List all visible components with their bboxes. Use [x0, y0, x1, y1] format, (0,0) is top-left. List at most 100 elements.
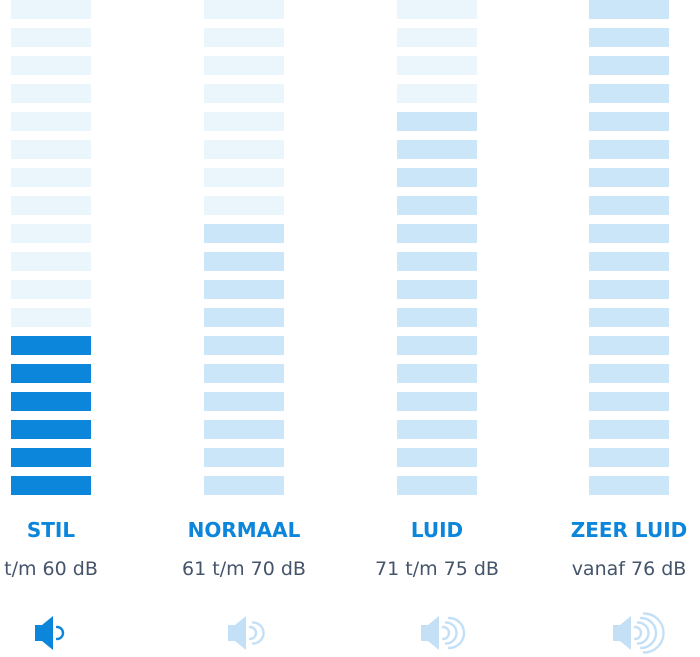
meter-bar	[204, 56, 284, 75]
sound-wave	[639, 616, 658, 650]
meter-bar	[589, 28, 669, 47]
speaker-body	[613, 616, 631, 650]
meter-bar	[11, 476, 91, 495]
level-range: t/m 60 dB	[4, 558, 98, 580]
meter-bar	[11, 308, 91, 327]
level-column: ZEER LUID vanaf 76 dB	[571, 0, 688, 654]
meter-bar	[397, 308, 477, 327]
speaker-icon	[228, 616, 265, 650]
meter-bar	[11, 392, 91, 411]
meter-bar	[11, 140, 91, 159]
meter-bar	[204, 28, 284, 47]
meter-bar	[11, 224, 91, 243]
meter-bar	[204, 280, 284, 299]
meter-bar	[589, 140, 669, 159]
speaker-icon	[35, 616, 65, 650]
level-range: 61 t/m 70 dB	[182, 558, 306, 580]
meter-bar	[11, 28, 91, 47]
meter-bar	[204, 0, 284, 19]
meter-bar	[589, 0, 669, 19]
meter-bar	[11, 280, 91, 299]
meter-bar	[11, 252, 91, 271]
meter-bar	[589, 56, 669, 75]
sound-wave	[55, 625, 65, 641]
sound-wave	[444, 621, 458, 645]
meter-bar	[11, 196, 91, 215]
level-column: STIL t/m 60 dB	[4, 0, 98, 650]
speaker-body	[228, 616, 246, 650]
meter-bar	[589, 280, 669, 299]
speaker-body	[35, 616, 53, 650]
meter-bar	[204, 84, 284, 103]
meter-bar	[397, 392, 477, 411]
level-range: 71 t/m 75 dB	[375, 558, 499, 580]
level-column: LUID 71 t/m 75 dB	[375, 0, 499, 650]
meter-bar	[11, 448, 91, 467]
meter-bar	[11, 0, 91, 19]
sound-wave	[447, 616, 466, 650]
sound-wave	[441, 625, 451, 641]
meter-bar	[589, 84, 669, 103]
meter-bar	[589, 252, 669, 271]
sound-wave	[642, 612, 665, 654]
meter-bar	[397, 84, 477, 103]
meter-bar	[589, 364, 669, 383]
speaker-body	[421, 616, 439, 650]
level-title: LUID	[411, 518, 463, 542]
meter-bar	[589, 476, 669, 495]
meter-bar	[397, 112, 477, 131]
speaker-icon	[421, 616, 466, 650]
meter-bar	[589, 168, 669, 187]
meter-bar	[204, 196, 284, 215]
sound-wave	[251, 621, 265, 645]
meter-bar	[397, 0, 477, 19]
meter-bar	[204, 168, 284, 187]
meter-bar	[204, 364, 284, 383]
meter-bar	[397, 280, 477, 299]
speaker-icon	[613, 612, 665, 654]
meter-bar	[397, 336, 477, 355]
meter-bar	[11, 84, 91, 103]
meter-bar	[589, 420, 669, 439]
meter-bar	[589, 308, 669, 327]
meter-bar	[397, 364, 477, 383]
meter-bar	[589, 392, 669, 411]
meter-bar	[204, 252, 284, 271]
meter-bar	[204, 112, 284, 131]
meter-bar	[589, 112, 669, 131]
meter-bar	[589, 336, 669, 355]
level-range: vanaf 76 dB	[572, 558, 687, 580]
meter-bar	[204, 336, 284, 355]
meter-bar	[11, 364, 91, 383]
meter-bar	[397, 448, 477, 467]
meter-bar	[397, 224, 477, 243]
meter-bar	[11, 112, 91, 131]
meter-bar	[11, 336, 91, 355]
meter-bar	[11, 420, 91, 439]
sound-wave	[636, 621, 650, 645]
meter-bar	[589, 448, 669, 467]
meter-bar	[397, 168, 477, 187]
meter-bar	[11, 56, 91, 75]
level-column: NORMAAL 61 t/m 70 dB	[182, 0, 306, 650]
sound-wave	[248, 625, 258, 641]
meter-bar	[204, 308, 284, 327]
meter-bar	[204, 448, 284, 467]
meter-bar	[204, 476, 284, 495]
sound-wave	[633, 625, 643, 641]
meter-bar	[204, 420, 284, 439]
level-title: ZEER LUID	[571, 518, 688, 542]
meter-bar	[589, 196, 669, 215]
meter-bar	[397, 140, 477, 159]
meter-bar	[397, 196, 477, 215]
meter-bar	[11, 168, 91, 187]
level-title: STIL	[27, 518, 75, 542]
meter-bar	[204, 392, 284, 411]
meter-bar	[204, 224, 284, 243]
level-title: NORMAAL	[188, 518, 301, 542]
meter-bar	[397, 28, 477, 47]
meter-bar	[589, 224, 669, 243]
meter-bar	[397, 476, 477, 495]
